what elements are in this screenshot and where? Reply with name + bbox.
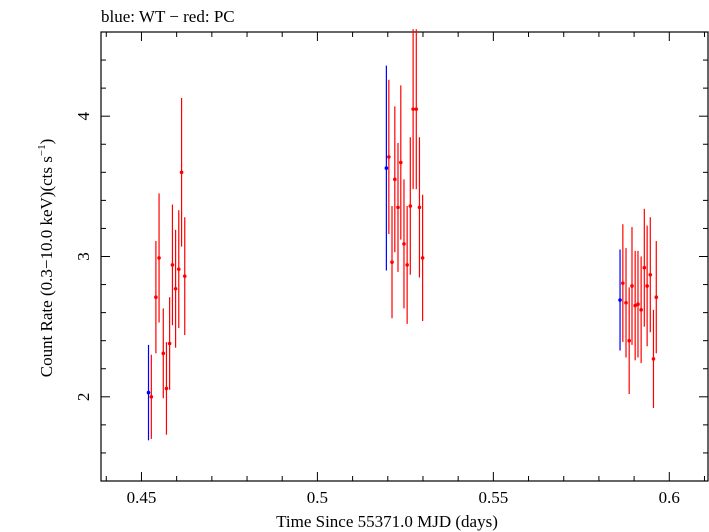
pc-data-point	[396, 205, 400, 210]
pc-data-point	[173, 286, 178, 291]
pc-data-point	[411, 107, 415, 111]
pc-data-point	[164, 386, 169, 391]
pc-data-point	[402, 242, 406, 246]
pc-data-point	[387, 155, 391, 159]
pc-data-point	[633, 303, 637, 308]
pc-data-point	[651, 357, 656, 361]
y-axis-label-close: )	[37, 139, 56, 145]
pc-data-point	[399, 160, 403, 165]
x-tick-label: 0.6	[659, 488, 680, 507]
pc-data-point	[621, 281, 625, 285]
pc-data-point	[654, 295, 659, 299]
x-tick-label: 0.5	[307, 488, 328, 507]
y-tick-label: 4	[74, 111, 93, 120]
y-axis-label-exponent: −1	[36, 144, 48, 156]
wt-data-point	[384, 166, 389, 170]
pc-data-point	[627, 338, 631, 343]
y-tick-label: 2	[74, 393, 93, 402]
axis-tick-labels: 0.45 0.5 0.55 0.6 2 3 4	[74, 111, 680, 507]
pc-data-point	[420, 256, 425, 260]
pc-data-point	[624, 301, 628, 305]
pc-data-point	[161, 351, 166, 356]
pc-data-point	[167, 341, 172, 346]
pc-data-point	[645, 284, 649, 288]
pc-data-point	[390, 260, 394, 264]
x-axis-label: Time Since 55371.0 MJD (days)	[276, 512, 498, 531]
y-axis-label: Count Rate (0.3−10.0 keV)(cts s−1)	[36, 139, 56, 378]
pc-data-point	[648, 272, 653, 277]
data-marks	[146, 29, 659, 441]
pc-data-point	[182, 274, 187, 278]
pc-data-point	[149, 395, 154, 399]
pc-data-point	[154, 295, 158, 299]
wt-data-point	[618, 298, 622, 302]
pc-data-point	[170, 263, 175, 267]
wt-data-point	[146, 390, 151, 395]
y-tick-label: 3	[74, 252, 93, 261]
x-tick-label: 0.45	[127, 488, 157, 507]
chart-title: blue: WT − red: PC	[101, 7, 235, 26]
pc-data-point	[630, 284, 634, 288]
pc-data-point	[408, 204, 413, 208]
y-axis-label-main: Count Rate (0.3−10.0 keV)(cts s	[37, 156, 56, 377]
pc-data-point	[642, 265, 647, 270]
pc-data-point	[176, 267, 181, 271]
pc-data-point	[639, 308, 643, 312]
x-tick-label: 0.55	[478, 488, 508, 507]
pc-data-point	[157, 256, 161, 260]
pc-data-point	[405, 263, 409, 267]
pc-data-point	[393, 177, 397, 182]
pc-data-point	[417, 205, 422, 210]
pc-data-point	[414, 107, 419, 111]
pc-data-point	[636, 302, 640, 307]
pc-data-point	[179, 170, 184, 175]
axis-ticks	[101, 31, 708, 482]
